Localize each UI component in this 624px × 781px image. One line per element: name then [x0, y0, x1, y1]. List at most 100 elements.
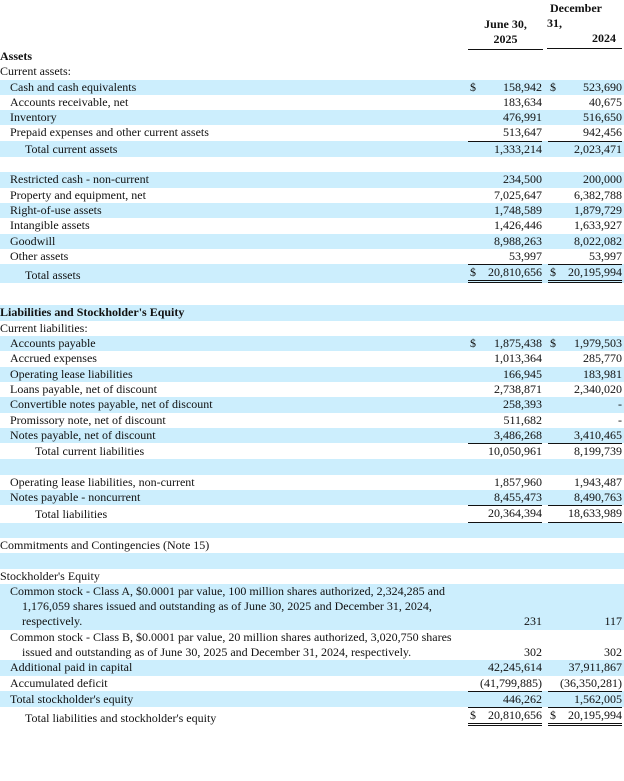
spacer-row	[0, 522, 624, 538]
value-june-2025: 10,050,961	[468, 443, 542, 459]
amount: (36,350,281)	[560, 675, 622, 690]
table-row: Commitments and Contingencies (Note 15)	[0, 538, 624, 553]
row-label: Additional paid in capital	[10, 660, 133, 675]
value-june-2025: (41,799,885)	[468, 676, 542, 691]
value-june-2025: 2,738,871	[468, 382, 542, 397]
row-label: Promissory note, net of discount	[10, 412, 166, 427]
value-december-2024: 40,675	[548, 95, 622, 110]
amount: 1,013,364	[494, 351, 542, 366]
value-december-2024: 6,382,788	[548, 188, 622, 203]
amount: 183,634	[503, 94, 542, 109]
row-label: Current liabilities:	[0, 320, 88, 335]
spacer-row	[0, 157, 624, 172]
value-june-2025: 7,025,647	[468, 188, 542, 203]
amount: 1,562,005	[574, 691, 622, 706]
table-row: Inventory 476,991 516,650	[0, 110, 624, 126]
table-row: Total stockholder's equity 446,262 1,562,0…	[0, 690, 624, 708]
row-label: Convertible notes payable, net of discou…	[10, 397, 213, 412]
currency-symbol: $	[550, 79, 556, 94]
table-row: Operating lease liabilities, non-current…	[0, 475, 624, 490]
amount: 1,857,960	[494, 474, 542, 489]
amount: 20,810,656	[488, 708, 542, 723]
header-line: 2024	[592, 31, 616, 45]
table-row: Prepaid expenses and other current asset…	[0, 125, 624, 140]
row-label: Property and equipment, net	[10, 187, 146, 202]
header-line: December	[550, 1, 602, 15]
value-december-2024: 183,981	[548, 367, 622, 382]
amount: 183,981	[583, 366, 622, 381]
table-row: Convertible notes payable, net of discou…	[0, 397, 624, 413]
value-june-2025: 1,333,214	[468, 140, 542, 157]
row-label: Inventory	[10, 110, 57, 125]
value-june-2025: 234,500	[468, 172, 542, 187]
table-row: Intangible assets 1,426,446 1,633,927	[0, 218, 624, 233]
value-december-2024: -	[548, 397, 622, 412]
amount: 8,988,263	[494, 233, 542, 248]
header-line: 2025	[493, 32, 518, 46]
amount: 1,633,927	[574, 218, 622, 233]
row-label: Notes payable, net of discount	[10, 427, 156, 442]
value-june-2025: 8,455,473	[468, 490, 542, 505]
row-label: Total current liabilities	[35, 444, 145, 459]
value-december-2024: 200,000	[548, 172, 622, 187]
value-december-2024: 302	[548, 645, 622, 660]
table-row: Additional paid in capital 42,245,614 37,9…	[0, 660, 624, 676]
row-label: Accounts receivable, net	[10, 94, 129, 109]
amount: 2,340,020	[574, 381, 622, 396]
value-june-2025: 1,748,589	[468, 203, 542, 218]
amount: 20,195,994	[568, 265, 622, 280]
row-label: Accrued expenses	[10, 351, 97, 366]
currency-symbol: $	[550, 265, 556, 280]
value-december-2024: $20,195,994	[548, 264, 622, 284]
value-december-2024: 1,633,927	[548, 218, 622, 233]
table-row: Common stock - Class B, $0.0001 par valu…	[0, 630, 624, 661]
value-december-2024: 8,199,739	[548, 443, 622, 459]
value-june-2025: 302	[468, 645, 542, 660]
table-row: Accounts receivable, net 183,634 40,675	[0, 95, 624, 110]
value-december-2024: 516,650	[548, 110, 622, 125]
table-row: Common stock - Class A, $0.0001 par valu…	[0, 583, 624, 630]
amount: 1,979,503	[574, 336, 622, 351]
amount: 18,633,989	[568, 506, 622, 521]
amount: 523,690	[583, 79, 622, 94]
value-december-2024: $523,690	[548, 80, 622, 95]
row-label: Accounts payable	[10, 336, 96, 351]
table-row: Promissory note, net of discount 511,682 -	[0, 413, 624, 428]
amount: 8,490,763	[574, 490, 622, 505]
amount: 6,382,788	[574, 187, 622, 202]
table-row: Loans payable, net of discount 2,738,871 2…	[0, 382, 624, 397]
value-june-2025: 20,364,394	[468, 505, 542, 523]
row-label: Cash and cash equivalents	[10, 79, 137, 94]
row-label: Notes payable - noncurrent	[10, 490, 141, 505]
value-june-2025: 231	[468, 614, 542, 629]
amount: 8,199,739	[574, 444, 622, 459]
currency-symbol: $	[550, 708, 556, 723]
value-june-2025: 183,634	[468, 95, 542, 110]
value-june-2025: 476,991	[468, 110, 542, 125]
value-june-2025: 513,647	[468, 125, 542, 140]
row-label: Prepaid expenses and other current asset…	[10, 125, 209, 140]
value-december-2024: 53,997	[548, 249, 622, 264]
row-label: Right-of-use assets	[10, 202, 102, 217]
column-header-june-2025: June 30, 2025	[468, 17, 543, 50]
amount: 3,486,268	[494, 427, 542, 442]
value-december-2024: 2,340,020	[548, 382, 622, 397]
amount: 942,456	[583, 125, 622, 140]
table-row: Total liabilities and stockholder's equi…	[0, 707, 624, 727]
amount: 302	[524, 644, 542, 659]
table-row: Cash and cash equivalents $158,942 $523,69…	[0, 79, 624, 95]
amount: 516,650	[583, 110, 622, 125]
header-line: June 30,	[484, 17, 527, 31]
amount: 1,748,589	[494, 202, 542, 217]
row-label: Goodwill	[10, 233, 56, 248]
balance-sheet-table: Assets Current assets: Cash and cash equiv…	[0, 49, 624, 727]
value-december-2024: $20,195,994	[548, 707, 622, 727]
value-december-2024: 3,410,465	[548, 428, 622, 443]
row-label: Stockholder's Equity	[0, 568, 100, 583]
row-label: Total stockholder's equity	[10, 691, 134, 706]
row-label: Total current assets	[25, 141, 118, 156]
amount: 117	[604, 614, 622, 629]
value-june-2025: 8,988,263	[468, 234, 542, 249]
amount: 1,943,487	[574, 474, 622, 489]
amount: 53,997	[509, 248, 542, 263]
